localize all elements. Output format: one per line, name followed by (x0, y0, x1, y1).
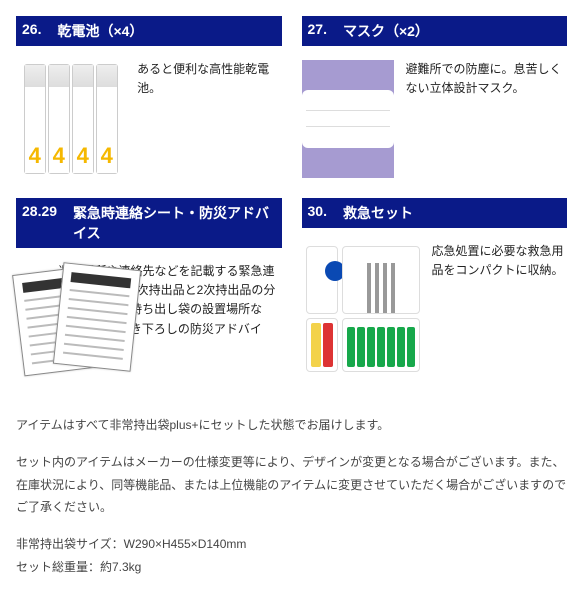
item-header: 30.救急セット (302, 198, 568, 228)
item-description: 避難所での防塵に。息苦しくない立体設計マスク。 (406, 60, 568, 98)
item-number: 28.29 (16, 198, 63, 248)
item-header: 27.マスク（×2） (302, 16, 568, 46)
note-paragraph: セット内のアイテムはメーカーの仕様変更等により、デザインが変更となる場合がござい… (16, 451, 567, 519)
item-number: 27. (302, 16, 333, 46)
item-number: 26. (16, 16, 47, 46)
note-paragraph: アイテムはすべて非常持出袋plus+にセットした状態でお届けします。 (16, 414, 567, 437)
battery-image: 4444 (16, 60, 125, 178)
item-header: 28.29緊急時連絡シート・防災アドバイス (16, 198, 282, 248)
firstaid-image (302, 242, 420, 360)
sheets-image (16, 262, 46, 380)
product-grid: 26.乾電池（×4） 4444 あると便利な高性能乾電池。 27.マスク（×2） 避難所… (16, 16, 567, 380)
item-header: 26.乾電池（×4） (16, 16, 282, 46)
product-item: 30.救急セット応急処置に必要な救急用品をコンパクトに収納。 (302, 198, 568, 380)
item-title: 緊急時連絡シート・防災アドバイス (63, 198, 281, 248)
mask-image (302, 60, 394, 178)
product-item: 27.マスク（×2） 避難所での防塵に。息苦しくない立体設計マスク。 (302, 16, 568, 178)
product-notes: アイテムはすべて非常持出袋plus+にセットした状態でお届けします。セット内のア… (16, 414, 567, 579)
product-item: 28.29緊急時連絡シート・防災アドバイス避難場所や連絡先などを記載する緊急連絡… (16, 198, 282, 380)
item-description: 応急処置に必要な救急用品をコンパクトに収納。 (432, 242, 568, 280)
item-title: マスク（×2） (333, 16, 567, 46)
item-title: 救急セット (333, 198, 567, 228)
note-paragraph: 非常持出袋サイズ：W290×H455×D140mm セット総重量：約7.3kg (16, 533, 567, 579)
item-title: 乾電池（×4） (47, 16, 281, 46)
item-number: 30. (302, 198, 333, 228)
item-description: あると便利な高性能乾電池。 (137, 60, 281, 98)
product-item: 26.乾電池（×4） 4444 あると便利な高性能乾電池。 (16, 16, 282, 178)
